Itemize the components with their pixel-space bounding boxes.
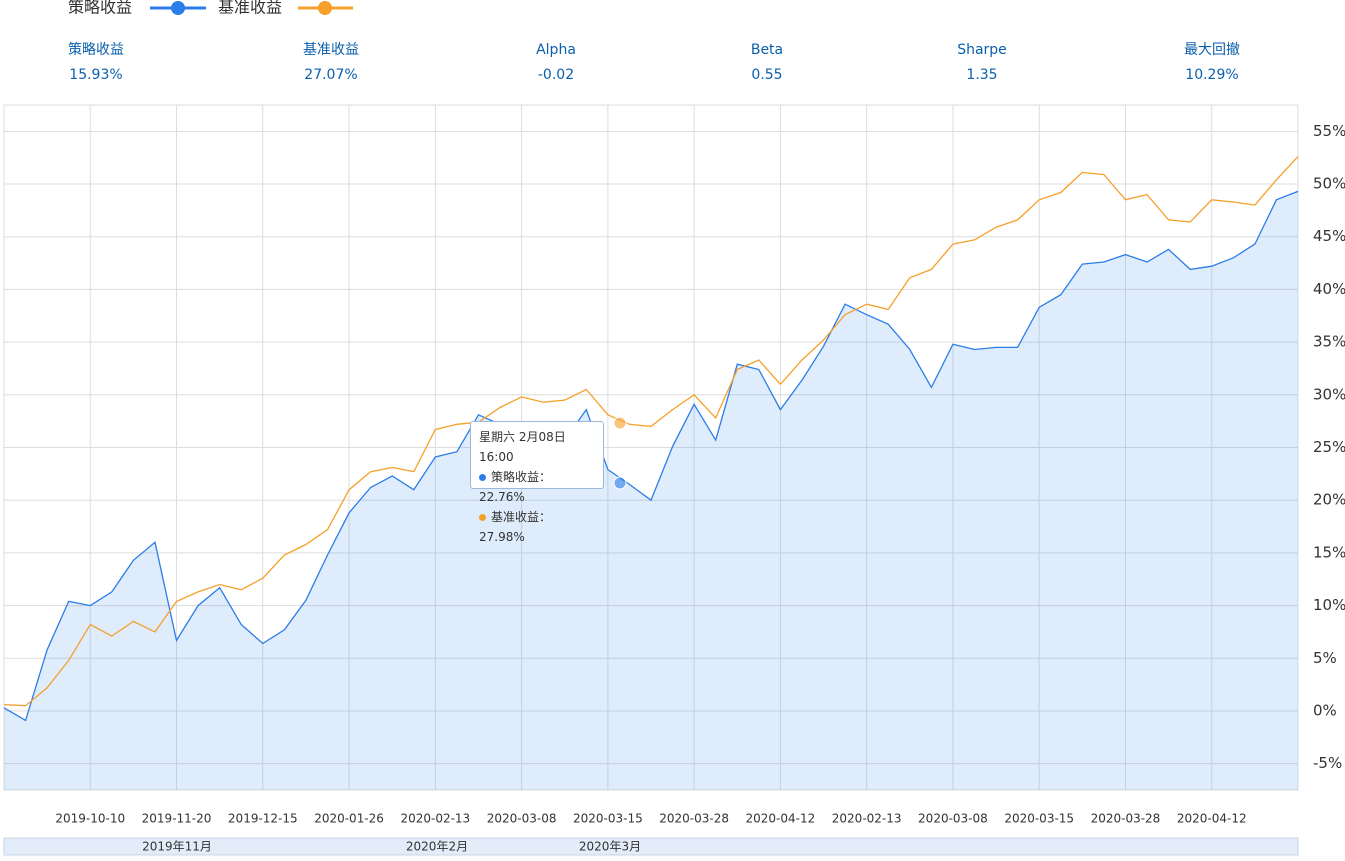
x-tick-label: 2020-03-08 [487, 812, 557, 826]
navigator-label: 2020年2月 [406, 840, 468, 854]
x-tick-label: 2019-12-15 [228, 812, 298, 826]
x-tick-label: 2020-04-12 [746, 812, 816, 826]
x-tick-label: 2020-03-15 [1004, 812, 1074, 826]
x-tick-label: 2020-03-28 [1091, 812, 1161, 826]
x-tick-label: 2019-11-20 [142, 812, 212, 826]
y-tick-label: 15% [1313, 543, 1345, 561]
stat-value: 1.35 [966, 67, 997, 83]
stat-label: 策略收益 [68, 41, 124, 58]
legend-label[interactable]: 策略收益 [68, 0, 132, 17]
legend-label[interactable]: 基准收益 [218, 0, 282, 17]
y-tick-label: -5% [1313, 754, 1342, 772]
tooltip-title: 星期六 2月08日 16:00 [479, 430, 566, 464]
y-tick-label: 50% [1313, 175, 1345, 193]
tooltip-name: 策略收益： [491, 470, 552, 484]
x-tick-label: 2020-02-13 [832, 812, 902, 826]
x-tick-label: 2020-04-12 [1177, 812, 1247, 826]
y-tick-label: 45% [1313, 227, 1345, 245]
line [3, 190, 1299, 722]
y-tick-label: 55% [1313, 122, 1345, 140]
x-tick-label: 2020-02-13 [400, 812, 470, 826]
tooltip-row: 策略收益： 22.76% [479, 467, 595, 507]
stat-label: 最大回撤 [1184, 42, 1240, 58]
y-tick-label: 30% [1313, 385, 1345, 403]
y-tick-label: 10% [1313, 596, 1345, 614]
stat-value: 27.07% [304, 67, 357, 83]
tooltip-value: 22.76% [479, 490, 525, 504]
tooltip: 星期六 2月08日 16:00 策略收益： 22.76% 基准收益： 27.98% [470, 421, 604, 544]
hover-marker [613, 476, 627, 490]
y-tick-label: 0% [1313, 701, 1337, 719]
x-tick-label: 2020-03-08 [918, 812, 988, 826]
stat-label: Alpha [536, 42, 576, 58]
legend-marker[interactable] [171, 1, 185, 15]
y-tick-label: 5% [1313, 649, 1337, 667]
tooltip-dot [479, 474, 486, 481]
stat-value: 15.93% [69, 67, 122, 83]
x-tick-label: 2019-10-10 [55, 812, 125, 826]
tooltip-dot [479, 514, 486, 521]
y-tick-label: 40% [1313, 280, 1345, 298]
plot [3, 104, 1299, 791]
legend-marker[interactable] [318, 1, 332, 15]
navigator-label: 2020年3月 [579, 840, 641, 854]
y-tick-label: 20% [1313, 491, 1345, 509]
stat-value: -0.02 [538, 67, 574, 83]
area [4, 191, 1298, 790]
x-tick-label: 2020-03-28 [659, 812, 729, 826]
stat-value: 0.55 [751, 67, 782, 83]
x-tick-label: 2020-03-15 [573, 812, 643, 826]
y-tick-label: 35% [1313, 333, 1345, 351]
y-tick-label: 25% [1313, 438, 1345, 456]
tooltip-value: 27.98% [479, 530, 525, 544]
navigator[interactable] [3, 837, 1299, 856]
x-tick-label: 2020-01-26 [314, 812, 384, 826]
tooltip-name: 基准收益： [491, 510, 552, 524]
line [3, 156, 1299, 707]
hover-marker [613, 416, 627, 430]
tooltip-row: 基准收益： 27.98% [479, 507, 595, 547]
navigator-label: 2019年11月 [142, 840, 212, 854]
stat-label: 基准收益 [303, 41, 359, 58]
stat-label: Beta [751, 42, 783, 58]
stat-label: Sharpe [957, 42, 1007, 58]
stat-value: 10.29% [1185, 67, 1238, 83]
